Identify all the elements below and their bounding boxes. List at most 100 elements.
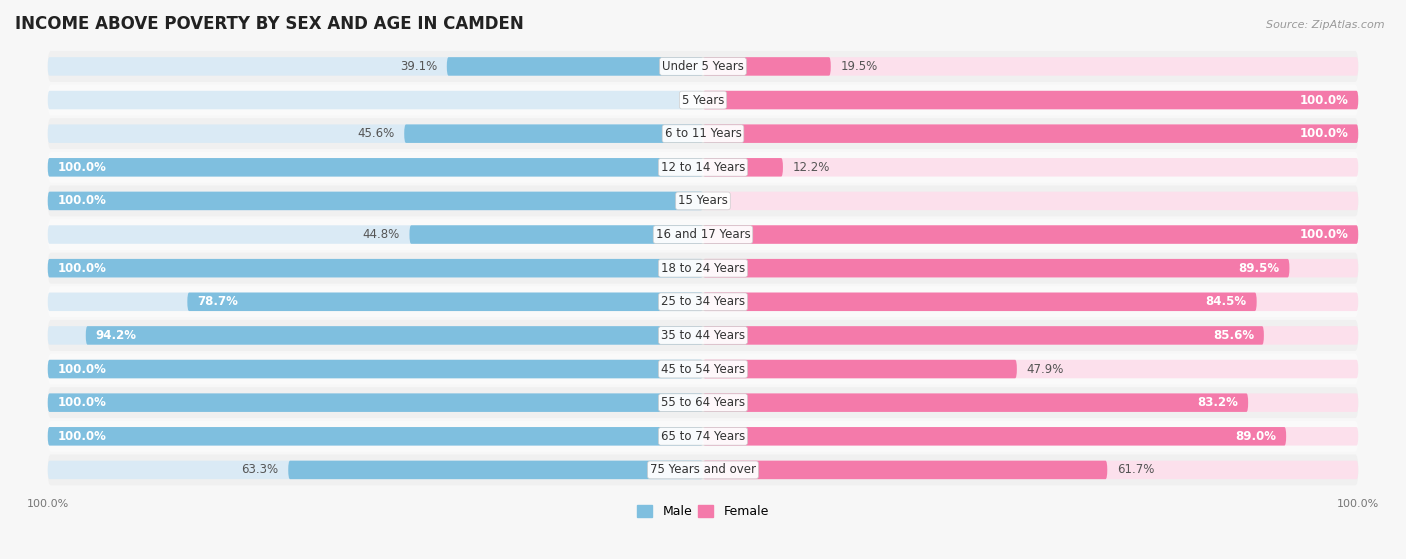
- Text: 100.0%: 100.0%: [58, 195, 107, 207]
- FancyBboxPatch shape: [48, 118, 1358, 149]
- Text: 89.0%: 89.0%: [1236, 430, 1277, 443]
- Text: 63.3%: 63.3%: [242, 463, 278, 476]
- FancyBboxPatch shape: [703, 326, 1358, 345]
- FancyBboxPatch shape: [48, 421, 1358, 452]
- FancyBboxPatch shape: [703, 360, 1358, 378]
- FancyBboxPatch shape: [48, 292, 703, 311]
- Text: 12 to 14 Years: 12 to 14 Years: [661, 161, 745, 174]
- FancyBboxPatch shape: [48, 427, 703, 446]
- FancyBboxPatch shape: [48, 253, 1358, 283]
- FancyBboxPatch shape: [703, 360, 1017, 378]
- FancyBboxPatch shape: [48, 387, 1358, 418]
- Text: 19.5%: 19.5%: [841, 60, 877, 73]
- Text: 35 to 44 Years: 35 to 44 Years: [661, 329, 745, 342]
- Legend: Male, Female: Male, Female: [633, 500, 773, 523]
- FancyBboxPatch shape: [703, 192, 1358, 210]
- Text: 84.5%: 84.5%: [1206, 295, 1247, 309]
- FancyBboxPatch shape: [48, 360, 703, 378]
- FancyBboxPatch shape: [48, 259, 703, 277]
- FancyBboxPatch shape: [48, 219, 1358, 250]
- FancyBboxPatch shape: [48, 354, 1358, 385]
- FancyBboxPatch shape: [48, 91, 703, 110]
- Text: 44.8%: 44.8%: [363, 228, 399, 241]
- Text: 100.0%: 100.0%: [1299, 93, 1348, 107]
- FancyBboxPatch shape: [703, 91, 1358, 110]
- FancyBboxPatch shape: [703, 292, 1358, 311]
- FancyBboxPatch shape: [48, 454, 1358, 485]
- FancyBboxPatch shape: [404, 125, 703, 143]
- Text: 45.6%: 45.6%: [357, 127, 394, 140]
- Text: 12.2%: 12.2%: [793, 161, 830, 174]
- FancyBboxPatch shape: [703, 225, 1358, 244]
- FancyBboxPatch shape: [703, 427, 1358, 446]
- Text: 89.5%: 89.5%: [1239, 262, 1279, 274]
- FancyBboxPatch shape: [703, 57, 1358, 75]
- FancyBboxPatch shape: [48, 152, 1358, 183]
- FancyBboxPatch shape: [48, 427, 703, 446]
- FancyBboxPatch shape: [703, 225, 1358, 244]
- FancyBboxPatch shape: [703, 158, 1358, 177]
- Text: 94.2%: 94.2%: [96, 329, 136, 342]
- Text: 5 Years: 5 Years: [682, 93, 724, 107]
- FancyBboxPatch shape: [703, 158, 783, 177]
- FancyBboxPatch shape: [703, 91, 1358, 110]
- Text: 15 Years: 15 Years: [678, 195, 728, 207]
- Text: 25 to 34 Years: 25 to 34 Years: [661, 295, 745, 309]
- FancyBboxPatch shape: [703, 259, 1358, 277]
- Text: 100.0%: 100.0%: [1299, 228, 1348, 241]
- Text: 100.0%: 100.0%: [58, 262, 107, 274]
- FancyBboxPatch shape: [703, 394, 1249, 412]
- FancyBboxPatch shape: [703, 461, 1358, 479]
- FancyBboxPatch shape: [48, 225, 703, 244]
- Text: Under 5 Years: Under 5 Years: [662, 60, 744, 73]
- FancyBboxPatch shape: [703, 461, 1108, 479]
- FancyBboxPatch shape: [48, 394, 703, 412]
- FancyBboxPatch shape: [48, 84, 1358, 116]
- Text: 18 to 24 Years: 18 to 24 Years: [661, 262, 745, 274]
- FancyBboxPatch shape: [409, 225, 703, 244]
- FancyBboxPatch shape: [48, 192, 703, 210]
- FancyBboxPatch shape: [703, 57, 831, 75]
- FancyBboxPatch shape: [48, 51, 1358, 82]
- Text: 45 to 54 Years: 45 to 54 Years: [661, 363, 745, 376]
- Text: INCOME ABOVE POVERTY BY SEX AND AGE IN CAMDEN: INCOME ABOVE POVERTY BY SEX AND AGE IN C…: [15, 15, 524, 33]
- Text: 100.0%: 100.0%: [58, 363, 107, 376]
- FancyBboxPatch shape: [187, 292, 703, 311]
- FancyBboxPatch shape: [48, 186, 1358, 216]
- FancyBboxPatch shape: [703, 326, 1264, 345]
- Text: 85.6%: 85.6%: [1213, 329, 1254, 342]
- Text: 55 to 64 Years: 55 to 64 Years: [661, 396, 745, 409]
- Text: 75 Years and over: 75 Years and over: [650, 463, 756, 476]
- FancyBboxPatch shape: [48, 461, 703, 479]
- Text: 100.0%: 100.0%: [58, 396, 107, 409]
- Text: 100.0%: 100.0%: [1299, 127, 1348, 140]
- FancyBboxPatch shape: [447, 57, 703, 75]
- FancyBboxPatch shape: [48, 158, 703, 177]
- Text: 100.0%: 100.0%: [58, 430, 107, 443]
- FancyBboxPatch shape: [703, 259, 1289, 277]
- Text: 83.2%: 83.2%: [1198, 396, 1239, 409]
- Text: 65 to 74 Years: 65 to 74 Years: [661, 430, 745, 443]
- Text: 61.7%: 61.7%: [1118, 463, 1154, 476]
- FancyBboxPatch shape: [48, 125, 703, 143]
- FancyBboxPatch shape: [703, 125, 1358, 143]
- FancyBboxPatch shape: [48, 320, 1358, 351]
- FancyBboxPatch shape: [288, 461, 703, 479]
- Text: 6 to 11 Years: 6 to 11 Years: [665, 127, 741, 140]
- FancyBboxPatch shape: [703, 427, 1286, 446]
- Text: Source: ZipAtlas.com: Source: ZipAtlas.com: [1267, 20, 1385, 30]
- FancyBboxPatch shape: [703, 292, 1257, 311]
- Text: 47.9%: 47.9%: [1026, 363, 1064, 376]
- FancyBboxPatch shape: [48, 326, 703, 345]
- FancyBboxPatch shape: [703, 125, 1358, 143]
- Text: 16 and 17 Years: 16 and 17 Years: [655, 228, 751, 241]
- Text: 100.0%: 100.0%: [58, 161, 107, 174]
- FancyBboxPatch shape: [48, 192, 703, 210]
- FancyBboxPatch shape: [48, 360, 703, 378]
- FancyBboxPatch shape: [48, 394, 703, 412]
- FancyBboxPatch shape: [86, 326, 703, 345]
- FancyBboxPatch shape: [48, 158, 703, 177]
- FancyBboxPatch shape: [48, 259, 703, 277]
- FancyBboxPatch shape: [48, 57, 703, 75]
- FancyBboxPatch shape: [48, 286, 1358, 318]
